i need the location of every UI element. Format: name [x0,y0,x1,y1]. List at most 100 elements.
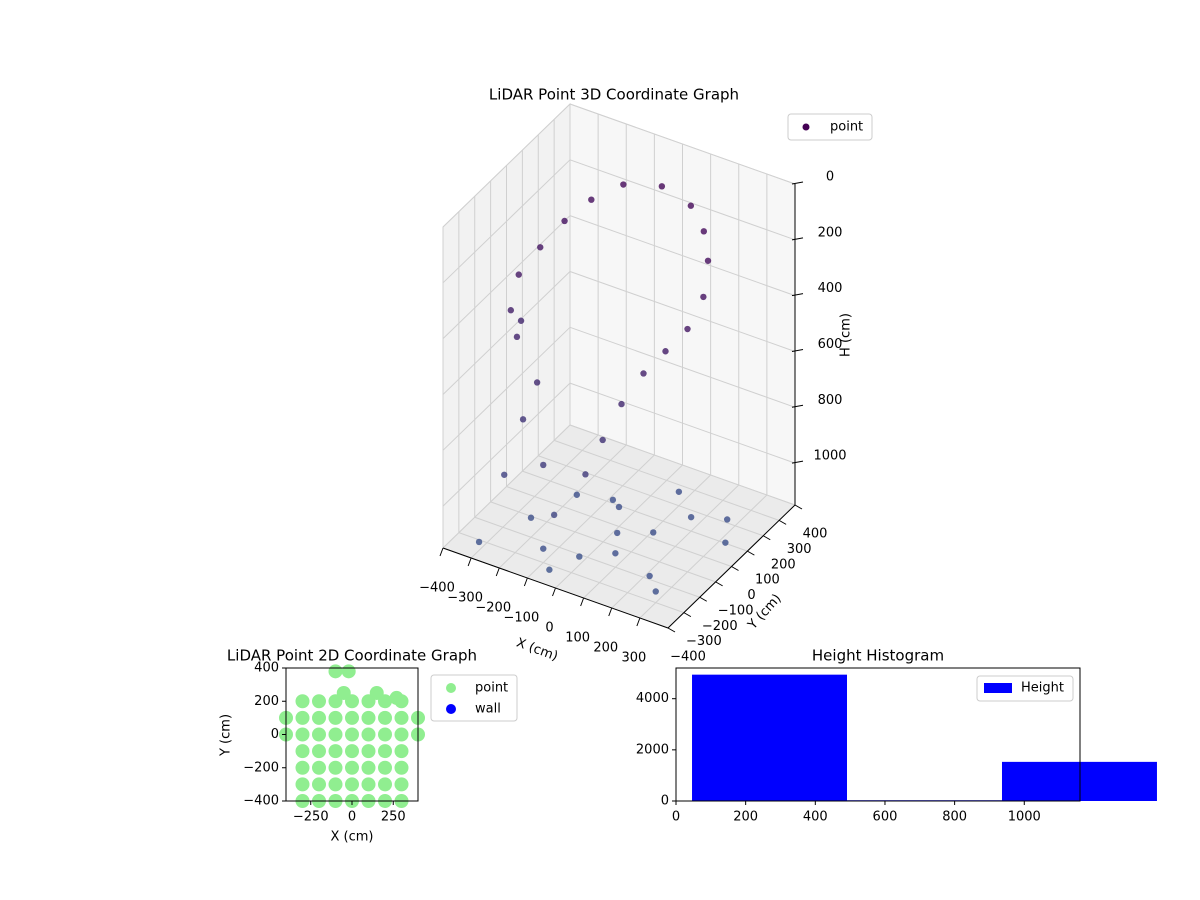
data-point [722,539,729,546]
data-point [345,727,359,742]
y-tick-label: −400 [243,794,279,809]
grid-line [490,501,716,583]
y-tick-label: 300 [787,542,812,557]
z-tick-mark [791,293,804,297]
x-tick-label: 200 [593,641,618,656]
grid-line [474,516,700,598]
data-point [312,727,326,742]
grid-line [569,382,796,464]
data-point [620,181,627,188]
data-point [519,416,527,423]
grid-line [442,103,571,228]
y-tick-label: 0 [661,794,669,809]
y-tick-mark [699,596,707,602]
data-point [312,777,326,792]
grid-line [442,215,571,340]
legend-label: wall [475,702,501,717]
z-tick-label: 200 [818,225,843,240]
z-tick-label: 0 [826,170,834,185]
data-point [700,228,708,235]
z-tick-mark [791,460,804,464]
y-tick-label: 0 [271,727,279,742]
data-point [394,744,409,759]
x-tick-label: 0 [545,621,553,636]
data-point [599,436,606,444]
y-tick-label: 0 [747,588,755,603]
legend-marker [802,123,810,131]
x-tick-mark [552,587,556,597]
data-point [650,529,657,536]
x-tick-mark [523,577,528,587]
x-tick-label: −200 [475,601,511,616]
z-tick-label: 600 [818,337,843,352]
data-point [312,744,326,759]
y-tick-label: −100 [718,603,754,618]
data-point [394,710,409,725]
grid-line [442,382,571,507]
y-tick-mark [667,627,676,633]
y-tick-label: −400 [670,650,706,665]
x-tick-label: −100 [504,611,540,626]
x-tick-mark [580,597,585,607]
data-point [646,572,653,580]
data-point [328,710,343,725]
data-point [394,760,409,775]
grid-line [553,439,780,521]
data-point [345,710,359,725]
legend-box [976,675,1074,702]
chart-title: LiDAR Point 3D Coordinate Graph [489,86,739,104]
x-tick-label: 0 [672,810,680,825]
grid-line [569,326,796,408]
data-point [550,511,558,519]
z-tick-mark [791,348,804,352]
z-tick-mark [791,237,804,241]
data-point [345,744,359,759]
legend-marker [446,704,456,714]
x-tick-label: 600 [873,810,898,825]
x-tick-label: 0 [348,810,356,825]
x-tick-label: 1000 [1008,810,1041,825]
bar [1001,761,1157,801]
x-tick-label: 250 [381,810,406,825]
grid-line [506,486,732,567]
data-point [533,379,541,386]
grid-line [442,159,571,284]
data-point [652,588,659,595]
legend-label: point [475,681,508,696]
y-tick-label: 200 [771,557,796,572]
chart-title: LiDAR Point 2D Coordinate Graph [227,647,477,665]
z-tick-mark [791,181,804,185]
y-tick-mark [683,612,692,618]
data-point [295,777,310,792]
data-point [361,727,376,742]
data-point [361,710,376,725]
bar [692,674,848,801]
data-point [345,777,359,792]
data-point [394,727,409,742]
data-point [546,566,553,573]
data-point [336,685,351,700]
grid-line [569,159,796,241]
x-tick-label: 100 [565,631,590,646]
data-point [361,744,376,759]
y-axis-label: Y (cm) [219,714,234,757]
data-point [662,348,669,355]
y-tick-label: 2000 [636,742,669,757]
data-point [328,744,343,759]
data-point [507,307,515,314]
x-tick-label: −400 [419,581,455,596]
data-point [295,744,310,759]
y-axis-line [667,504,796,629]
data-point [312,760,326,775]
data-point [723,516,731,523]
y-tick-mark [794,504,803,510]
data-point [378,777,392,792]
y-tick-label: 100 [755,573,780,588]
legend-label: point [830,120,863,135]
x-tick-label: 300 [621,651,646,666]
data-point [576,553,583,560]
y-tick-mark [731,566,739,571]
y-tick-mark [747,550,755,556]
legend-marker [984,683,1012,693]
